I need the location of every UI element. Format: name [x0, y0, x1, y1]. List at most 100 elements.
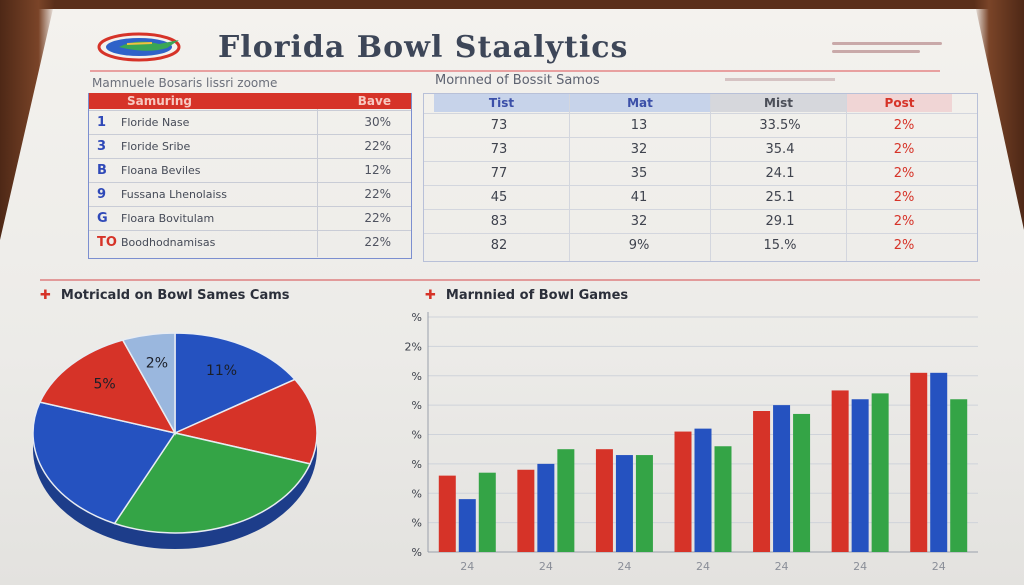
table-row: 73 13 33.5% 2% [424, 113, 977, 138]
column-header-label: Mat [627, 96, 653, 110]
bar [537, 463, 555, 552]
column-header-label: Post [884, 96, 915, 110]
column-divider [710, 94, 711, 261]
cell: 83 [490, 214, 508, 229]
x-tick-label: 24 [539, 560, 553, 573]
cell: 35.4 [765, 142, 795, 157]
row-name: Fussana Lhenolaiss [121, 188, 227, 201]
column-header: Post [847, 94, 952, 112]
bar-chart-title: ✚ Marnnied of Bowl Games [425, 288, 628, 303]
table-row: 77 35 24.1 2% [424, 161, 977, 186]
bar [615, 455, 633, 552]
column-header: Tist [434, 94, 569, 112]
table-row: TO Boodhodnamisas 22% [89, 230, 411, 255]
bar [674, 431, 692, 552]
bar-chart-title-text: Marnnied of Bowl Games [445, 288, 629, 303]
cell: 9% [628, 238, 650, 253]
row-name: Floana Beviles [121, 164, 201, 177]
row-number: TO [97, 235, 117, 250]
cell: 2% [893, 118, 915, 133]
column-header: Mat [570, 94, 710, 112]
rankings-table: Samuring Bave 1 Floride Nase 30% 3 Flori… [88, 93, 412, 259]
bar [517, 469, 535, 552]
column-header-label: Mist [764, 96, 793, 110]
plus-icon: ✚ [40, 288, 51, 303]
table-row: 73 32 35.4 2% [424, 137, 977, 162]
pie-slice-label: 11% [206, 363, 237, 379]
bar [595, 449, 613, 552]
y-tick-label: % [412, 429, 422, 442]
bar [478, 472, 496, 552]
right-table-caption: Mornned of Bossit Samos [435, 73, 600, 88]
cell: 24.1 [765, 166, 795, 181]
bar [871, 393, 889, 552]
bar [910, 372, 928, 552]
cell: 82 [490, 238, 508, 253]
y-tick-label: % [412, 311, 422, 324]
bar [714, 446, 732, 552]
table-row: B Floana Beviles 12% [89, 158, 411, 183]
row-name: Floara Bovitulam [121, 212, 215, 225]
cell: 32 [630, 142, 648, 157]
cell: 33.5% [759, 118, 801, 133]
table-row: 83 32 29.1 2% [424, 209, 977, 234]
cell: 25.1 [765, 190, 795, 205]
cell: 73 [490, 142, 508, 157]
desk-edge-top [0, 0, 1024, 9]
bar [438, 475, 456, 552]
row-value: 22% [364, 235, 391, 249]
row-number: 9 [97, 187, 107, 202]
pie-slice [172, 378, 318, 465]
pie-slice-label: 5% [94, 377, 116, 393]
row-number: 1 [97, 115, 107, 130]
bar [458, 499, 476, 552]
row-value: 12% [364, 163, 391, 177]
cell: 2% [893, 238, 915, 253]
x-tick-label: 24 [775, 560, 789, 573]
column-header-label: Tist [488, 96, 515, 110]
cell: 35 [630, 166, 648, 181]
corner-note [832, 42, 942, 58]
y-tick-label: % [412, 517, 422, 530]
table-row: 9 Fussana Lhenolaiss 22% [89, 182, 411, 207]
cell: 2% [893, 166, 915, 181]
y-tick-label: % [412, 487, 422, 500]
cell: 2% [893, 142, 915, 157]
bar [793, 413, 811, 552]
plus-icon: ✚ [425, 288, 436, 303]
y-tick-label: % [412, 370, 422, 383]
x-tick-label: 24 [932, 560, 946, 573]
bar-chart: % 2%%%%%%%% 24 24 24 24 24 24 24 [405, 311, 978, 573]
pie-chart-title-text: Motricald on Bowl Sames Cams [60, 288, 290, 303]
cell: 45 [490, 190, 508, 205]
page-title: Florida Bowl Staalytics [218, 30, 629, 65]
bar [635, 455, 653, 552]
row-name: Floride Nase [121, 116, 190, 129]
column-divider [569, 94, 570, 261]
cell: 41 [630, 190, 648, 205]
x-tick-label: 24 [696, 560, 710, 573]
cell: 2% [893, 190, 915, 205]
section-divider [40, 279, 980, 281]
cell: 2% [893, 214, 915, 229]
column-divider [317, 109, 318, 257]
cell: 15.% [763, 238, 797, 253]
bar [773, 405, 791, 552]
pie-slice [32, 401, 177, 525]
pie-slice [174, 332, 297, 435]
table-row: 82 9% 15.% 2% [424, 233, 977, 258]
table-row: 3 Floride Sribe 22% [89, 134, 411, 159]
cell: 32 [630, 214, 648, 229]
row-number: B [97, 163, 107, 178]
cell: 13 [630, 118, 648, 133]
table-row: 1 Floride Nase 30% [89, 110, 411, 135]
left-table-caption: Mamnuele Bosaris lissri zoome [92, 76, 278, 90]
pie-chart: 11% 5% 2% [32, 332, 318, 549]
x-tick-label: 24 [853, 560, 867, 573]
table-row: G Floara Bovitulam 22% [89, 206, 411, 231]
x-tick-label: 24 [617, 560, 631, 573]
title-divider [90, 70, 940, 72]
y-tick-label: % [412, 458, 422, 471]
cell: 29.1 [765, 214, 795, 229]
row-value: 30% [364, 115, 391, 129]
